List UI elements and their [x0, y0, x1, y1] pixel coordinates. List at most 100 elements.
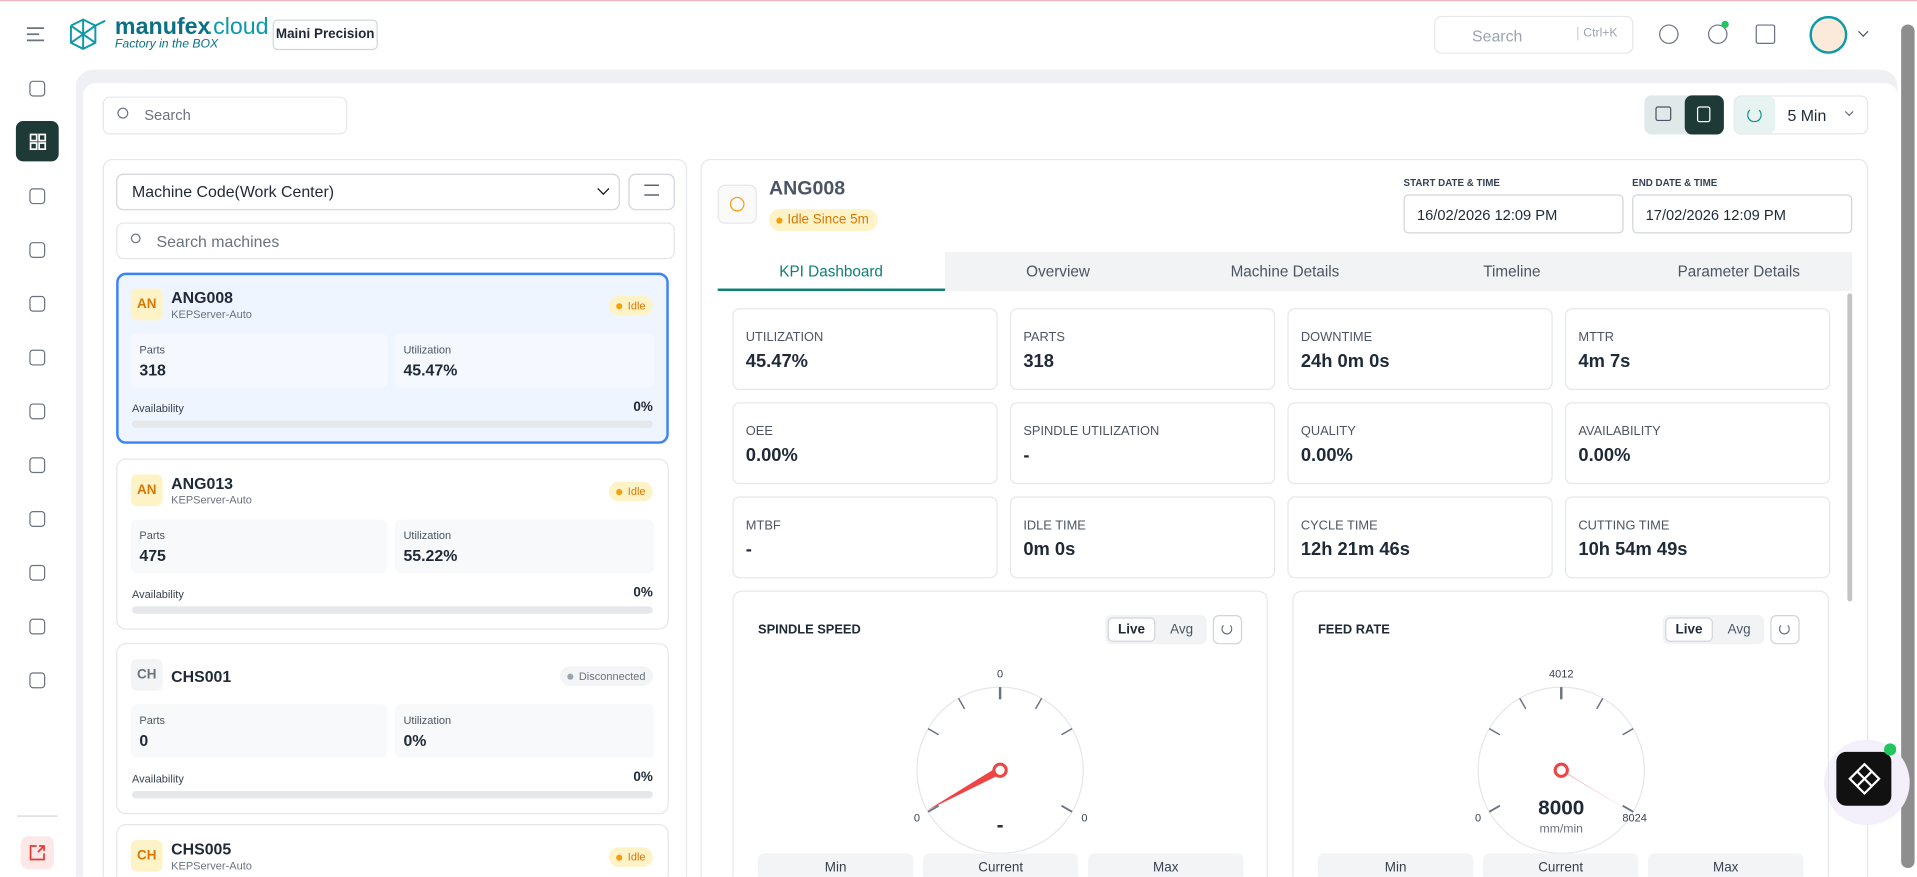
nav-icon-9[interactable] [29, 619, 45, 635]
tab[interactable]: Overview [945, 252, 1172, 291]
availability-value: 0% [633, 586, 652, 601]
kpi-value: 0m 0s [1023, 539, 1075, 560]
refresh-interval[interactable]: 5 Min [1787, 106, 1826, 124]
availability-label: Availability [132, 588, 184, 600]
kpi-card [1565, 308, 1830, 390]
nav-icon-1[interactable] [29, 188, 45, 204]
mode-live[interactable]: Live [1665, 617, 1713, 641]
kpi-card [1010, 308, 1275, 390]
kpi-label: MTTR [1578, 330, 1614, 345]
metric-box [131, 334, 388, 388]
machine-source: KEPServer-Auto [171, 308, 252, 320]
stat-label: Max [1088, 861, 1243, 876]
date-value: 17/02/2026 12:09 PM [1646, 207, 1786, 224]
tab[interactable]: Parameter Details [1625, 252, 1852, 291]
mode-avg[interactable]: Avg [1717, 617, 1762, 641]
availability-bar [132, 606, 653, 613]
kpi-card [732, 308, 997, 390]
search-shortcut: Ctrl+K [1577, 27, 1617, 40]
metric-label: Utilization [403, 344, 451, 356]
availability-value: 0% [633, 400, 652, 415]
machine-status: Idle [609, 296, 652, 316]
refresh-icon [1747, 108, 1762, 123]
company-badge[interactable]: Maini Precision [273, 20, 378, 51]
kpi-value: 4m 7s [1578, 351, 1630, 372]
gauge-title: FEED RATE [1318, 622, 1390, 637]
kpi-value: 318 [1023, 351, 1054, 372]
metric-label: Parts [139, 714, 165, 726]
kpi-card [1287, 402, 1552, 484]
notification-dot [1721, 21, 1728, 28]
gauge-title: SPINDLE SPEED [758, 622, 861, 637]
mode-live[interactable]: Live [1108, 617, 1156, 641]
machine-avatar: CH [131, 659, 163, 691]
metric-label: Utilization [403, 529, 451, 541]
metric-label: Parts [139, 344, 165, 356]
kpi-label: CUTTING TIME [1578, 518, 1669, 533]
kpi-card [1565, 402, 1830, 484]
machine-source: KEPServer-Auto [171, 494, 252, 506]
kpi-label: SPINDLE UTILIZATION [1023, 424, 1159, 439]
stat-label: Min [1318, 861, 1473, 876]
nav-icon-8[interactable] [29, 565, 45, 581]
kpi-label: PARTS [1023, 330, 1065, 345]
availability-bar [132, 791, 653, 798]
nav-icon-3[interactable] [29, 296, 45, 312]
nav-icon-5[interactable] [29, 403, 45, 419]
kpi-value: 12h 21m 46s [1301, 539, 1410, 560]
kpi-card [1565, 496, 1830, 578]
global-search-placeholder[interactable]: Search [1472, 27, 1522, 45]
availability-bar [132, 421, 653, 428]
tab[interactable]: Machine Details [1171, 252, 1398, 291]
tagline: Factory in the BOX [115, 38, 218, 51]
kpi-label: CYCLE TIME [1301, 518, 1378, 533]
stat-label: Current [1483, 861, 1638, 876]
stat-label: Min [758, 861, 913, 876]
machine-status: Disconnected [561, 666, 653, 686]
kpi-card [732, 402, 997, 484]
nav-icon-10[interactable] [29, 672, 45, 688]
kpi-label: AVAILABILITY [1578, 424, 1660, 439]
nav-icon-7[interactable] [29, 511, 45, 527]
metric-label: Parts [139, 529, 165, 541]
mode-avg[interactable]: Avg [1159, 617, 1204, 641]
machine-code: ANG013 [171, 474, 233, 492]
gauge-refresh-icon [1221, 624, 1232, 635]
machine-code: ANG008 [171, 289, 233, 307]
view-icon-b [1697, 106, 1710, 122]
stat-label: Max [1648, 861, 1803, 876]
machine-filter-text[interactable]: Machine Code(Work Center) [132, 182, 334, 200]
kpi-value: 10h 54m 49s [1578, 539, 1687, 560]
tab[interactable]: Timeline [1398, 252, 1625, 291]
search-icon [117, 108, 128, 119]
avatar[interactable] [1809, 16, 1847, 54]
machine-avatar: CH [131, 840, 163, 872]
machine-code: CHS005 [171, 840, 231, 858]
metric-value: 45.47% [403, 361, 457, 379]
kpi-card [1287, 496, 1552, 578]
kpi-value: 0.00% [1301, 445, 1353, 466]
page-search-placeholder[interactable]: Search [144, 106, 190, 123]
metric-box [395, 704, 654, 758]
availability-value: 0% [633, 770, 652, 785]
availability-label: Availability [132, 773, 184, 785]
nav-icon-4[interactable] [29, 350, 45, 366]
date-label: START DATE & TIME [1404, 177, 1500, 188]
header-icon-2[interactable] [1756, 24, 1776, 44]
metric-value: 0 [139, 731, 148, 749]
nav-icon-2[interactable] [29, 242, 45, 258]
date-value: 16/02/2026 12:09 PM [1417, 207, 1557, 224]
nav-icon-0[interactable] [29, 81, 45, 97]
tab[interactable]: KPI Dashboard [718, 252, 945, 291]
status-dot [617, 303, 623, 309]
page-search[interactable] [103, 97, 348, 135]
nav-icon-6[interactable] [29, 457, 45, 473]
machine-search-placeholder[interactable]: Search machines [156, 232, 279, 250]
kpi-label: OEE [746, 424, 773, 439]
machine-search-icon [131, 234, 141, 244]
kpi-card [732, 496, 997, 578]
kpi-card [1010, 496, 1275, 578]
status-dot [776, 218, 782, 224]
header-icon-0[interactable] [1659, 24, 1679, 44]
